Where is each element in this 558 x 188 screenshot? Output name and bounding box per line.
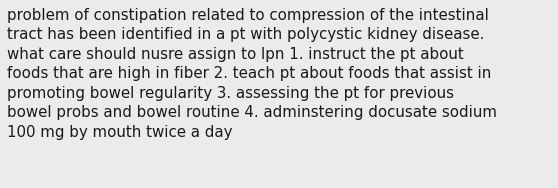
Text: problem of constipation related to compression of the intestinal
tract has been : problem of constipation related to compr… [7, 8, 497, 140]
